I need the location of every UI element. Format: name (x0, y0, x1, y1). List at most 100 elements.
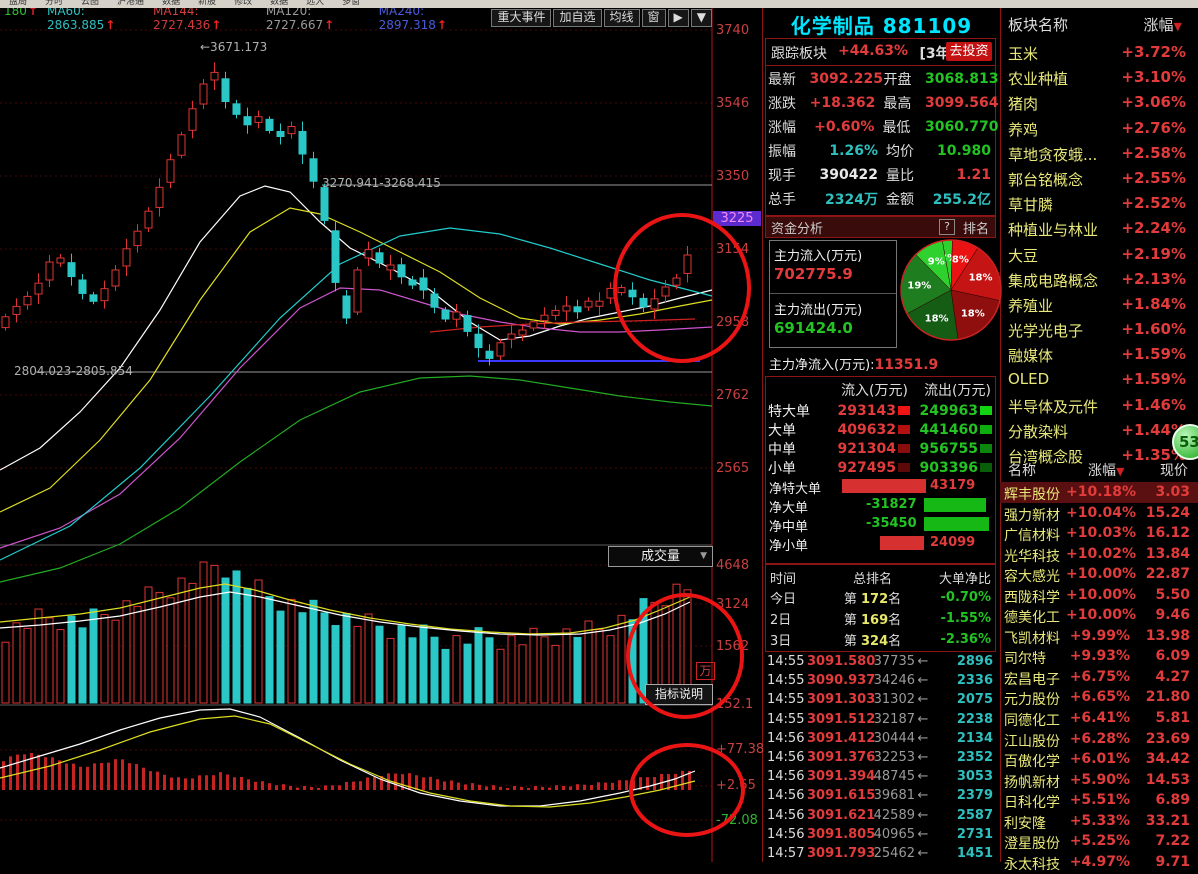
sector-row[interactable]: 分散染料 +1.44% (1008, 420, 1186, 441)
indicator-help-button[interactable]: 指标说明 (645, 684, 713, 705)
toolbar-button[interactable]: 重大事件 (491, 9, 552, 27)
go-invest-button[interactable]: 去投资 (946, 42, 992, 61)
stock-row[interactable]: 百傲化学 +6.01% 34.42 (1004, 751, 1190, 771)
notification-badge[interactable]: 53 (1172, 424, 1198, 460)
sector-list-header[interactable]: 板块名称 涨幅▼ (1008, 16, 1182, 34)
menu-fragment[interactable]: 新股 (198, 0, 217, 7)
menu-fragment[interactable]: 修改 (234, 0, 253, 7)
stock-row[interactable]: 宏昌电子 +6.75% 4.27 (1004, 668, 1190, 688)
stock-row[interactable]: 澄星股份 +5.25% 7.22 (1004, 833, 1190, 853)
toolbar-button[interactable]: 窗 (641, 9, 666, 27)
net-flow-row: 净大单 -31827 (766, 496, 995, 516)
sector-row[interactable]: 种植业与林业 +2.24% (1008, 219, 1186, 240)
inflow-bar-icon (898, 406, 910, 415)
tick-row[interactable]: 14:56 3091.805 40965 ← 2731 (767, 826, 993, 842)
stock-row[interactable]: 日科化学 +5.51% 6.89 (1004, 792, 1190, 812)
tracking-label: 跟踪板块 (771, 46, 827, 62)
stock-row[interactable]: 江山股份 +6.28% 23.69 (1004, 730, 1190, 750)
tick-row[interactable]: 14:56 3091.615 39681 ← 2379 (767, 788, 993, 804)
toolbar-button[interactable]: ▼ (690, 9, 712, 27)
svg-text:19%: 19% (907, 280, 931, 291)
menu-fragment[interactable]: 盘局 (9, 0, 28, 7)
sector-row[interactable]: 半导体及元件 +1.46% (1008, 395, 1186, 416)
stock-row[interactable]: 扬帆新材 +5.90% 14.53 (1004, 771, 1190, 791)
toolbar-button[interactable]: ▶ (667, 9, 689, 27)
tick-row[interactable]: 14:56 3091.621 42589 ← 2587 (767, 807, 993, 823)
rank-row: 今日 第 172名 -0.70% (770, 590, 991, 607)
stock-row[interactable]: 广信材料 +10.03% 16.12 (1004, 525, 1190, 545)
svg-text:9%: 9% (928, 257, 945, 268)
menu-fragment[interactable]: 数据 (270, 0, 289, 7)
tick-row[interactable]: 14:56 3091.412 30444 ← 2134 (767, 730, 993, 746)
menu-fragment[interactable]: 分时 (45, 0, 64, 7)
net-flow-bar (924, 498, 986, 512)
sector-row[interactable]: 草地贪夜蛾... +2.58% (1008, 143, 1186, 164)
sector-row[interactable]: 融媒体 +1.59% (1008, 345, 1186, 366)
stock-row[interactable]: 利安隆 +5.33% 33.21 (1004, 812, 1190, 832)
sector-row[interactable]: 养殖业 +1.84% (1008, 294, 1186, 315)
stock-row[interactable]: 辉丰股份 +10.18% 3.03 (1000, 482, 1198, 503)
chart-annotation: ←3671.173 (200, 40, 268, 54)
ma-indicator: MA60: 2863.885↑ (46, 4, 116, 32)
menu-fragment[interactable]: 沪港通 (117, 0, 145, 7)
rank-table-header: 时间 总排名 大单净比 (770, 571, 991, 587)
stock-row[interactable]: 容大感光 +10.00% 22.87 (1004, 566, 1190, 586)
volume-indicator-select[interactable]: 成交量 ▼ (608, 546, 713, 567)
sector-row[interactable]: OLED +1.59% (1008, 370, 1186, 389)
flow-row: 大单 409632 441460 (766, 420, 995, 439)
stock-row[interactable]: 强力新材 +10.04% 15.24 (1004, 504, 1190, 524)
menu-fragment[interactable]: 数据 (162, 0, 181, 7)
stock-row[interactable]: 同德化工 +6.41% 5.81 (1004, 710, 1190, 730)
sector-row[interactable]: 光学光电子 +1.60% (1008, 320, 1186, 341)
ma-indicator: MA240: 2897.318↑ (378, 4, 447, 32)
toolbar-button[interactable]: 均线 (603, 9, 640, 27)
rank-row: 3日 第 324名 -2.36% (770, 632, 991, 649)
stock-row[interactable]: 飞凯材料 +9.99% 13.98 (1004, 627, 1190, 647)
net-flow-row: 净小单 24099 (769, 535, 976, 554)
left-arrow-icon: ← (917, 692, 929, 708)
stock-row[interactable]: 德美化工 +10.00% 9.46 (1004, 607, 1190, 627)
tick-row[interactable]: 14:55 3091.580 37735 ← 2896 (767, 654, 993, 670)
tick-row[interactable]: 14:55 3091.512 32187 ← 2238 (767, 711, 993, 727)
stock-list-header[interactable]: 名称 涨幅▼ 现价 (1008, 463, 1188, 479)
sector-row[interactable]: 大豆 +2.19% (1008, 244, 1186, 265)
sector-row[interactable]: 猪肉 +3.06% (1008, 93, 1186, 114)
stock-row[interactable]: 元力股份 +6.65% 21.80 (1004, 689, 1190, 709)
net-flow-bar (924, 517, 989, 531)
order-flow-box: 流入(万元) 流出(万元) 特大单 293143 249963 大单 40963… (765, 376, 996, 564)
left-arrow-icon: ← (917, 711, 929, 727)
stock-row[interactable]: 西陇科学 +10.00% 5.50 (1004, 586, 1190, 606)
tracking-row: 跟踪板块 +44.63% [3年] 去投资 (766, 39, 995, 66)
left-arrow-icon: ← (917, 807, 929, 823)
stock-row[interactable]: 永太科技 +4.97% 9.71 (1004, 853, 1190, 873)
outflow-value: 691424.0 (774, 319, 853, 337)
menu-fragment[interactable]: 云图 (81, 0, 100, 7)
tick-row[interactable]: 14:57 3091.793 25462 ← 1451 (767, 845, 993, 861)
sector-row[interactable]: 养鸡 +2.76% (1008, 118, 1186, 139)
sector-row[interactable]: 玉米 +3.72% (1008, 43, 1186, 63)
sector-row[interactable]: 农业种植 +3.10% (1008, 68, 1186, 89)
up-arrow-icon: ↑ (27, 4, 38, 18)
sector-row[interactable]: 郭台铭概念 +2.55% (1008, 168, 1186, 189)
help-button[interactable]: ? (939, 219, 955, 235)
axis-label: 3350 (716, 169, 750, 184)
tick-row[interactable]: 14:56 3091.394 48745 ← 3053 (767, 769, 993, 785)
inflow-label: 主力流入(万元) (774, 249, 863, 264)
rank-link[interactable]: 排名 (962, 221, 989, 237)
sector-row[interactable]: 台湾概念股 +1.35% (1008, 446, 1186, 466)
sector-row[interactable]: 集成电路概念 +2.13% (1008, 269, 1186, 290)
axis-label: 2958 (716, 315, 750, 330)
tick-row[interactable]: 14:55 3091.303 31302 ← 2075 (767, 692, 993, 708)
stock-row[interactable]: 司尔特 +9.93% 6.09 (1004, 648, 1190, 668)
toolbar-button[interactable]: 加自选 (553, 9, 602, 27)
menu-fragment[interactable]: 远大 (306, 0, 325, 7)
ma-indicator: MA144: 2727.436↑ (153, 4, 222, 32)
menu-fragment[interactable]: 多窗 (342, 0, 361, 7)
rank-row: 2日 第 169名 -1.55% (770, 611, 991, 628)
stock-row[interactable]: 光华科技 +10.02% 13.84 (1004, 545, 1190, 565)
axis-label: +2.65 (716, 778, 756, 793)
tick-row[interactable]: 14:56 3091.376 32253 ← 2352 (767, 750, 993, 766)
sector-row[interactable]: 草甘膦 +2.52% (1008, 194, 1186, 215)
tick-row[interactable]: 14:55 3090.937 34246 ← 2336 (767, 673, 993, 689)
axis-label: 3124 (716, 597, 750, 612)
